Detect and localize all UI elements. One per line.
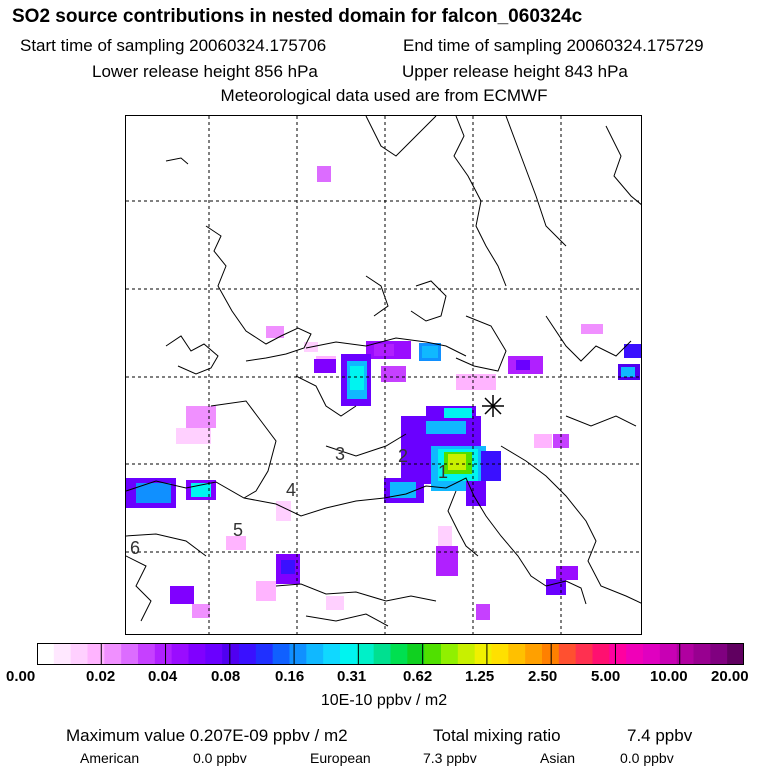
colorbar-swatch [188,643,206,665]
map-panel: 1 2 3 4 5 6 [125,115,642,635]
colorbar-swatch [474,643,493,665]
colorbar-swatch [138,643,156,665]
region-label-6: 6 [130,538,140,558]
colorbar-swatch [154,643,173,665]
colorbar-swatch [575,643,594,665]
colorbar-swatch [441,643,459,665]
lower-release-height: Lower release height 856 hPa [92,62,318,81]
colorbar-swatch [37,643,55,665]
colorbar-swatch [390,643,408,665]
colorbar-swatch [710,643,728,665]
colorbar-swatch [255,643,274,665]
colorbar-swatch [222,643,240,665]
region-label-1: 1 [438,462,448,482]
region-label-4: 4 [286,480,296,500]
colorbar-swatch [693,643,711,665]
colorbar-swatch [205,643,223,665]
colorbar-units: 10E-10 ppbv / m2 [320,692,448,709]
colorbar-tick: 2.50 [528,668,558,685]
colorbar-swatch [676,643,695,665]
colorbar-swatch [508,643,526,665]
american-value: 0.0 ppbv [193,750,247,766]
colorbar-swatch [659,643,678,665]
colorbar-swatch [558,643,577,665]
european-label: European [310,750,371,766]
colorbar-swatch [171,643,190,665]
colorbar-swatch [592,643,610,665]
colorbar-swatch [407,643,425,665]
colorbar-swatch [491,643,509,665]
end-sampling-time: End time of sampling 20060324.175729 [403,36,704,55]
total-mixing-ratio-label: Total mixing ratio [433,726,561,745]
meteorological-data-source: Meteorological data used are from ECMWF [220,86,548,105]
colorbar-swatch [53,643,72,665]
american-label: American [80,750,140,766]
asian-label: Asian [540,750,576,766]
colorbar-swatch [424,643,442,665]
colorbar-swatch [356,643,375,665]
region-label-2: 2 [398,446,408,466]
colorbar-swatch [239,643,257,665]
lat-lon-grid [126,116,641,634]
colorbar-tick: 0.02 [86,668,116,685]
colorbar-swatch [727,643,744,665]
colorbar-tick: 0.62 [403,668,433,685]
colorbar-swatch [70,643,89,665]
maximum-value: Maximum value 0.207E-09 ppbv / m2 [66,726,348,745]
colorbar [37,643,744,665]
colorbar-swatch [272,643,291,665]
colorbar-tick: 20.00 [711,668,749,685]
colorbar-swatch [104,643,122,665]
colorbar-tick: 1.25 [465,668,495,685]
colorbar-swatch [609,643,627,665]
region-label-5: 5 [233,520,243,540]
region-label-3: 3 [335,444,345,464]
colorbar-swatch [373,643,392,665]
total-mixing-ratio-value: 7.4 ppbv [627,726,693,745]
colorbar-tick: 0.16 [275,668,305,685]
colorbar-swatch [306,643,324,665]
colorbar-swatch [626,643,644,665]
asian-value: 0.0 ppbv [620,750,674,766]
start-sampling-time: Start time of sampling 20060324.175706 [20,36,327,55]
colorbar-tick: 0.04 [148,668,178,685]
plot-title: SO2 source contributions in nested domai… [12,6,583,27]
upper-release-height: Upper release height 843 hPa [402,62,628,81]
colorbar-tick: 5.00 [591,668,621,685]
colorbar-swatch [121,643,139,665]
colorbar-swatch [340,643,358,665]
colorbar-swatch [643,643,661,665]
european-value: 7.3 ppbv [423,750,477,766]
colorbar-swatch [87,643,105,665]
colorbar-swatch [457,643,476,665]
colorbar-tick: 10.00 [650,668,688,685]
colorbar-border [37,643,744,665]
map-canvas: 1 2 3 4 5 6 [126,116,641,634]
colorbar-swatch [289,643,307,665]
star-marker-icon [482,395,504,417]
colorbar-tick: 0.31 [337,668,367,685]
coastlines [126,116,641,627]
colorbar-swatch [323,643,341,665]
colorbar-tick: 0.00 [6,668,36,685]
colorbar-swatch [525,643,543,665]
colorbar-tick: 0.08 [211,668,241,685]
